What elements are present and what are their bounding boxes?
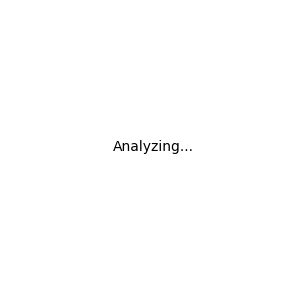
Text: Analyzing...: Analyzing... <box>113 140 194 154</box>
